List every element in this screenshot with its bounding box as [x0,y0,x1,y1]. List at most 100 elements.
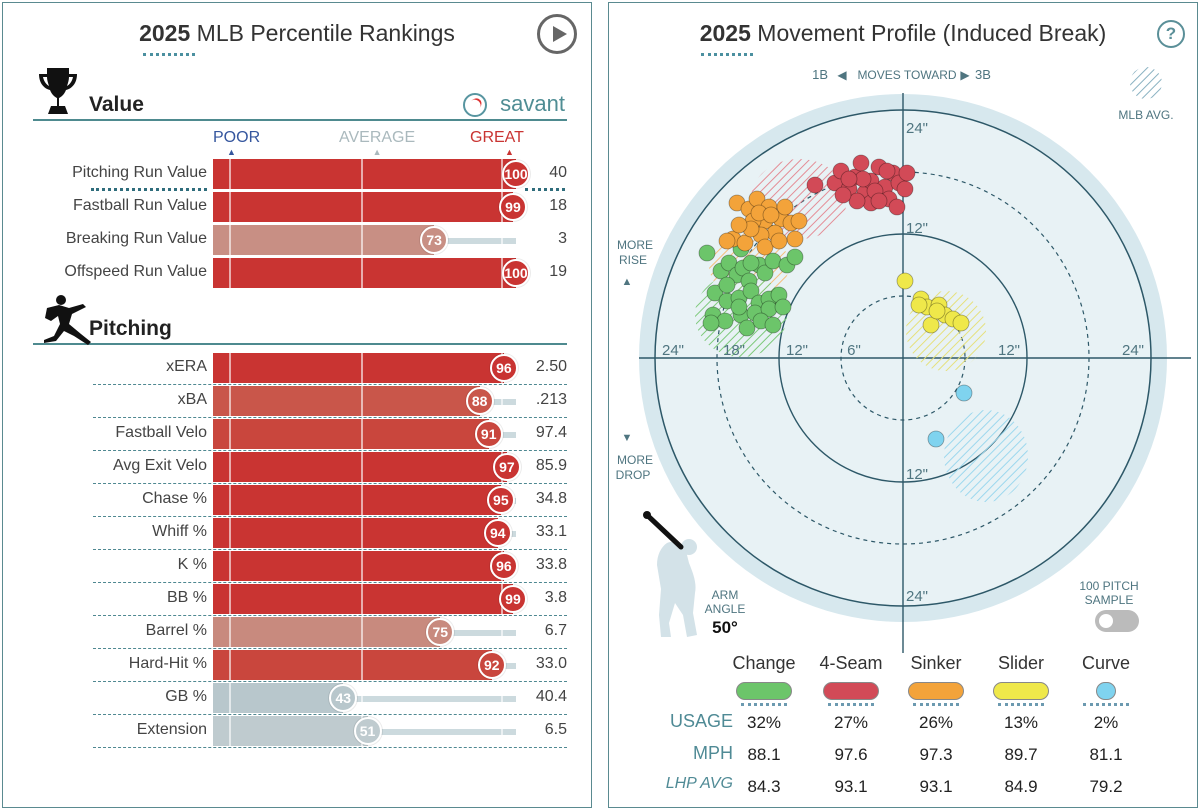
metric-value: 97.4 [535,424,567,441]
percentile-row[interactable]: K % 96 33.8 [3,551,591,583]
percentile-row[interactable]: xBA 88 .213 [3,386,591,418]
row-divider [93,549,567,550]
great-line [501,683,503,713]
percentile-row[interactable]: Extension 51 6.5 [3,716,591,748]
pitch-dot [870,192,888,210]
ball-icon [643,511,651,519]
average-line [361,617,363,647]
pitcher-head-icon [681,539,697,555]
pitch-type-label: Sinker [910,653,962,673]
arm-angle-icon [644,512,684,550]
pitcher-icon [44,295,91,345]
arrow-left-icon: ◀ [837,68,847,82]
pitch-color-swatch[interactable] [823,682,879,700]
percentile-bar [213,452,507,482]
pitch-color-swatch[interactable] [1096,682,1116,700]
percentile-track: 91 [213,419,516,449]
pitch-underline [1083,703,1129,706]
usage-value: 26% [918,713,954,732]
percentile-row[interactable]: Pitching Run Value 100 40 [3,159,591,189]
pitch-type-label: Slider [997,653,1045,673]
average-line [361,650,363,680]
mlb-avg-swatch [1130,67,1162,99]
sample-toggle[interactable] [1095,610,1139,632]
trophy-icon [39,68,77,114]
pitch-dot [718,276,736,294]
percentile-row[interactable]: Whiff % 94 33.1 [3,518,591,550]
arm-angle-value: 50° [712,618,738,637]
title-underline [701,53,753,56]
label-bottom-12: 12" [906,466,928,483]
pitch-dot [706,284,724,302]
pitch-dot [952,314,970,332]
pitching-section-header: Pitching [33,295,567,345]
pitch-dot [786,248,804,266]
pitch-dot [896,272,914,290]
highlight-marker [91,188,207,191]
percentile-row[interactable]: Breaking Run Value 73 3 [3,225,591,255]
percentile-row[interactable]: Avg Exit Velo 97 85.9 [3,452,591,484]
metric-label: Barrel % [145,622,207,639]
metric-value: 33.0 [535,655,567,672]
average-line [361,518,363,548]
label-left-24: 24" [662,342,684,359]
title-year: 2025 [139,20,191,46]
pitch-dot [736,234,754,252]
usage-value: 2% [1093,713,1119,732]
pitch-underline [998,703,1044,706]
poor-line [229,192,231,222]
pitch-color-swatch[interactable] [736,682,792,700]
poor-line [229,518,231,548]
percentile-track: 99 [213,584,527,614]
mph-value: 97.6 [834,745,868,764]
row-divider [93,615,567,616]
percentile-row[interactable]: BB % 99 3.8 [3,584,591,616]
row-divider [93,681,567,682]
percentile-row[interactable]: GB % 43 40.4 [3,683,591,715]
title-underline [143,53,195,56]
percentile-row[interactable]: Fastball Run Value 99 18 [3,192,591,222]
percentile-track: 94 [213,518,516,548]
metric-label: Offspeed Run Value [64,263,207,280]
pitch-dot [764,316,782,334]
savant-brand[interactable]: savant [500,91,565,116]
pitch-color-swatch[interactable] [993,682,1049,700]
lhp-avg-value: 79.2 [1089,777,1123,796]
pitch-dot [955,384,973,402]
pitch-dot [762,206,780,224]
play-icon[interactable] [537,14,577,54]
average-line [361,485,363,515]
label-bottom-24: 24" [906,588,928,605]
percentile-bar [213,617,441,647]
poor-line [229,650,231,680]
title-year: 2025 [699,20,751,46]
percentile-bar [213,386,480,416]
average-line [361,353,363,383]
movement-title: 2025 Movement Profile (Induced Break) [609,20,1197,47]
percentile-row[interactable]: Chase % 95 34.8 [3,485,591,517]
percentile-row[interactable]: Barrel % 75 6.7 [3,617,591,649]
help-icon[interactable]: ? [1157,20,1185,48]
metric-label: Extension [136,721,207,738]
pitch-type-label: 4-Seam [819,653,883,673]
percentile-bar [213,225,435,255]
metric-label: Fastball Velo [115,424,207,441]
percentile-bubble: 95 [486,486,515,514]
pitch-dot [928,302,946,320]
percentile-row[interactable]: Offspeed Run Value 100 19 [3,258,591,288]
percentile-row[interactable]: Hard-Hit % 92 33.0 [3,650,591,682]
great-line [501,617,503,647]
pitch-dot [790,212,808,230]
poor-line [229,159,231,189]
mph-value: 97.3 [919,745,953,764]
pitch-dot [898,164,916,182]
mph-value: 81.1 [1089,745,1123,764]
metric-label: GB % [165,688,207,705]
pitch-dot [716,312,734,330]
percentile-row[interactable]: Fastball Velo 91 97.4 [3,419,591,451]
pitch-color-swatch[interactable] [908,682,964,700]
percentile-bar [213,419,489,449]
percentile-row[interactable]: xERA 96 2.50 [3,353,591,385]
metric-value: 6.5 [544,721,567,738]
pitch-dot [774,298,792,316]
